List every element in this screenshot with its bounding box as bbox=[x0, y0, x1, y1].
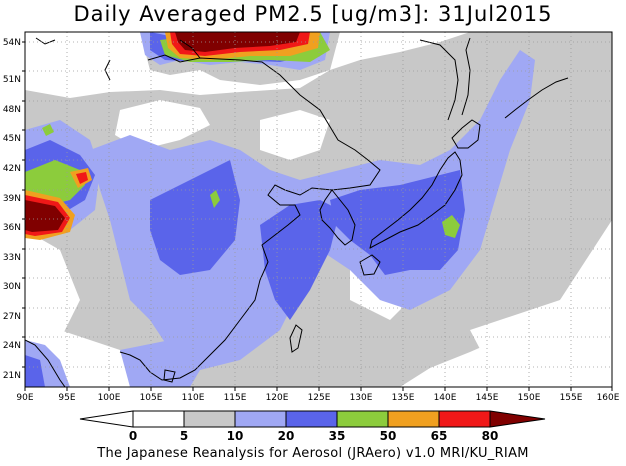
colorbar-label: 10 bbox=[227, 429, 244, 443]
white-pocket-2 bbox=[260, 110, 330, 160]
x-tick-label: 125E bbox=[308, 393, 331, 403]
hainan-coastline bbox=[163, 369, 176, 383]
lightblue-region-southwest bbox=[120, 340, 200, 387]
colorbar-label: 20 bbox=[278, 429, 295, 443]
y-axis: 21N 24N 27N 30N 33N 36N 39N 42N 45N 48N … bbox=[3, 38, 25, 381]
indochina-coastline bbox=[25, 339, 66, 387]
x-tick-label: 95E bbox=[58, 393, 75, 403]
colorbar-label: 5 bbox=[180, 429, 188, 443]
blue-region-yellowsea bbox=[260, 200, 340, 320]
red-region-spot bbox=[76, 172, 88, 184]
y-tick-label: 48N bbox=[3, 105, 21, 115]
white-pocket-4 bbox=[470, 250, 612, 387]
x-tick-label: 160E bbox=[597, 393, 620, 403]
russia-coast-north bbox=[419, 39, 459, 121]
korea-coastline bbox=[319, 189, 356, 246]
y-tick-label: 27N bbox=[3, 312, 21, 322]
colorbar-label: 50 bbox=[380, 429, 397, 443]
colorbar-segment-50-65 bbox=[387, 410, 440, 428]
white-pocket-3 bbox=[25, 230, 80, 340]
x-tick-label: 135E bbox=[392, 393, 415, 403]
colorbar-segment-20-35 bbox=[285, 410, 338, 428]
colorbar-lower-triangle bbox=[79, 410, 134, 428]
y-tick-label: 51N bbox=[3, 75, 21, 85]
colorbar-segment-10-20 bbox=[234, 410, 287, 428]
colorbar-segment-65-80 bbox=[438, 410, 491, 428]
footer-credit: The Japanese Reanalysis for Aerosol (JRA… bbox=[97, 446, 529, 461]
blue-region-central bbox=[150, 160, 240, 275]
x-tick-label: 105E bbox=[140, 393, 163, 403]
x-tick-label: 140E bbox=[434, 393, 457, 403]
x-axis: 90E 95E 100E 105E 110E 115E 120E 125E 13… bbox=[16, 387, 620, 403]
japan-coastline bbox=[369, 151, 463, 249]
y-tick-label: 45N bbox=[3, 134, 21, 144]
colorbar-segment-5-10 bbox=[183, 410, 236, 428]
x-tick-label: 130E bbox=[350, 393, 373, 403]
map-title: Daily Averaged PM2.5 [ug/m3]: 31Jul2015 bbox=[73, 2, 553, 26]
green-region-spot bbox=[42, 124, 54, 136]
kuril-islands bbox=[504, 77, 569, 119]
coastlines bbox=[25, 37, 569, 387]
taiwan-coastline bbox=[289, 324, 303, 353]
colorbar-segment-0-5 bbox=[132, 410, 185, 428]
x-tick-label: 90E bbox=[16, 393, 33, 403]
colorbar-label: 0 bbox=[129, 429, 137, 443]
y-tick-label: 21N bbox=[3, 371, 21, 381]
y-tick-label: 33N bbox=[3, 253, 21, 263]
colorbar bbox=[79, 410, 546, 428]
colorbar-label: 65 bbox=[431, 429, 448, 443]
y-tick-label: 39N bbox=[3, 194, 21, 204]
x-tick-label: 150E bbox=[518, 393, 541, 403]
china-coastline bbox=[119, 54, 381, 381]
sakhalin-coastline bbox=[461, 37, 471, 116]
blue-region-coast bbox=[25, 355, 45, 387]
green-region-inland bbox=[210, 190, 220, 208]
white-pocket-1 bbox=[115, 100, 210, 150]
x-tick-label: 155E bbox=[560, 393, 583, 403]
lake-baikal bbox=[179, 39, 201, 59]
kyushu-coastline bbox=[359, 254, 381, 276]
y-tick-label: 36N bbox=[3, 223, 21, 233]
colorbar-label: 35 bbox=[329, 429, 346, 443]
x-tick-label: 120E bbox=[266, 393, 289, 403]
y-tick-label: 42N bbox=[3, 164, 21, 174]
x-tick-label: 100E bbox=[98, 393, 121, 403]
colorbar-label: 80 bbox=[482, 429, 499, 443]
x-tick-label: 115E bbox=[224, 393, 247, 403]
blue-region-japan bbox=[330, 170, 465, 275]
colorbar-segment-35-50 bbox=[336, 410, 389, 428]
green-region-kanto bbox=[442, 215, 460, 238]
colorbar-upper-triangle bbox=[489, 410, 546, 428]
concentration-field bbox=[25, 32, 612, 387]
y-tick-label: 54N bbox=[3, 38, 21, 48]
border-2 bbox=[35, 37, 56, 45]
x-tick-label: 110E bbox=[182, 393, 205, 403]
x-tick-label: 145E bbox=[476, 393, 499, 403]
border-1 bbox=[104, 59, 111, 81]
y-tick-label: 24N bbox=[3, 341, 21, 351]
colorbar-labels: 0 5 10 20 35 50 65 80 bbox=[129, 429, 499, 443]
y-tick-label: 30N bbox=[3, 282, 21, 292]
darkred-region-west bbox=[25, 200, 65, 232]
hokkaido-coastline bbox=[451, 119, 481, 149]
